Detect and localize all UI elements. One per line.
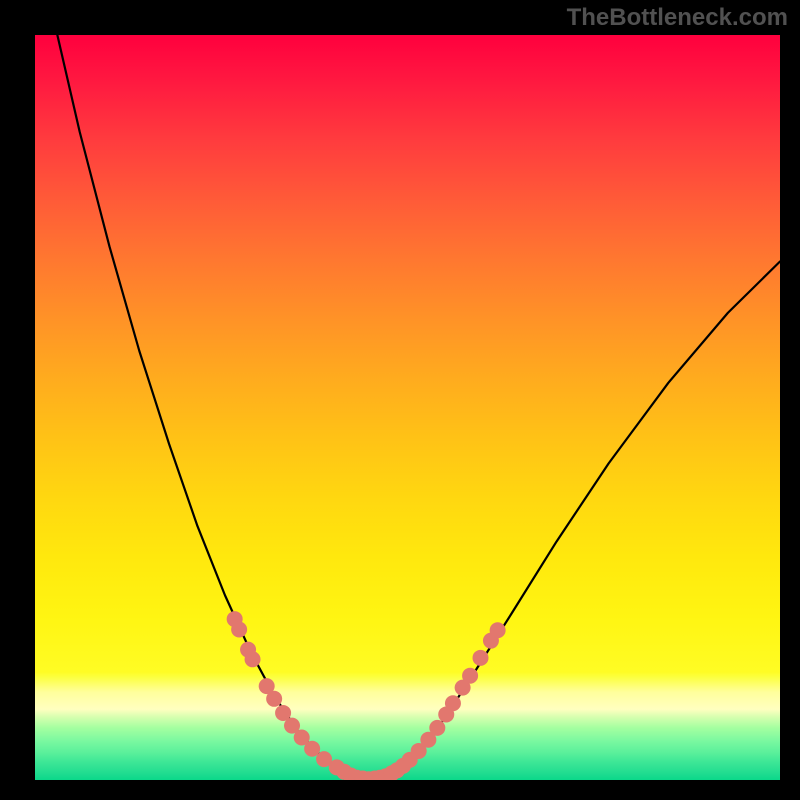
bottleneck-chart <box>35 35 780 780</box>
data-marker <box>473 650 489 666</box>
watermark-text: TheBottleneck.com <box>567 4 788 32</box>
gradient-background <box>35 35 780 780</box>
data-marker <box>462 668 478 684</box>
data-marker <box>490 622 506 638</box>
data-marker <box>445 695 461 711</box>
data-marker <box>245 651 261 667</box>
data-marker <box>266 691 282 707</box>
chart-outer-frame: TheBottleneck.com <box>0 0 800 800</box>
data-marker <box>231 622 247 638</box>
data-marker <box>429 720 445 736</box>
